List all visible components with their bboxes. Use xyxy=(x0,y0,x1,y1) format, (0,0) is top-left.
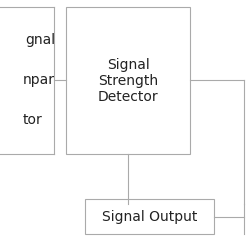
Text: Signal
Strength
Detector: Signal Strength Detector xyxy=(98,58,159,104)
Text: npar: npar xyxy=(22,73,55,87)
Bar xyxy=(66,7,190,154)
Text: gnal: gnal xyxy=(25,33,55,47)
Text: Signal Output: Signal Output xyxy=(102,210,197,224)
Text: tor: tor xyxy=(22,113,42,126)
Bar xyxy=(85,199,214,234)
